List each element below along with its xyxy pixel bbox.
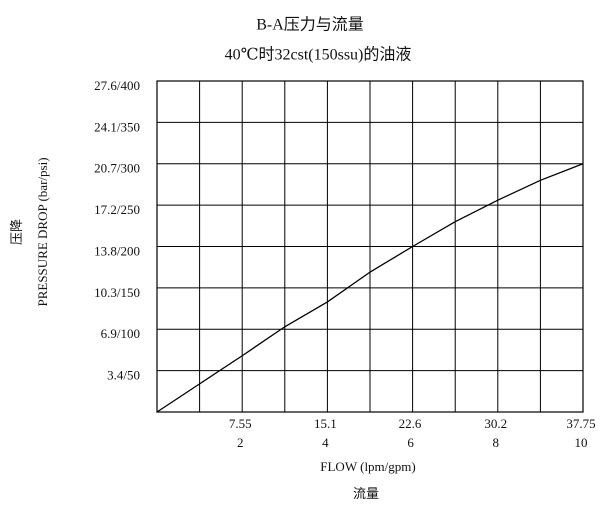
x-tick-label: 4 xyxy=(322,435,329,450)
y-tick-label: 27.6/400 xyxy=(94,78,140,93)
x-tick-label: 2 xyxy=(237,435,244,450)
x-tick-label: 6 xyxy=(407,435,414,450)
y-tick-label: 24.1/350 xyxy=(94,119,140,134)
y-tick-label: 17.2/250 xyxy=(94,202,140,217)
x-tick-label: 10 xyxy=(575,435,588,450)
x-axis-label: FLOW (lpm/gpm) xyxy=(320,459,415,474)
x-axis-label-cn: 流量 xyxy=(353,486,379,501)
y-axis-label-cn: 压降 xyxy=(9,219,24,245)
x2-tick-label: 22.6 xyxy=(399,416,422,431)
data-line xyxy=(156,163,584,413)
chart-subtitle: 40℃时32cst(150ssu)的油液 xyxy=(225,46,412,64)
x2-tick-label: 15.1 xyxy=(314,416,337,431)
y-tick-label: 20.7/300 xyxy=(94,161,140,176)
chart-title: B-A压力与流量 xyxy=(256,16,364,34)
y-tick-label: 6.9/100 xyxy=(101,326,140,341)
y-axis-label: PRESSURE DROP (bar/psi) xyxy=(35,157,50,306)
x2-tick-label: 37.75 xyxy=(566,416,595,431)
x2-tick-label: 30.2 xyxy=(484,416,507,431)
x2-tick-label: 7.55 xyxy=(229,416,252,431)
y-tick-label: 13.8/200 xyxy=(94,243,140,258)
x-tick-label: 8 xyxy=(493,435,500,450)
y-tick-label: 3.4/50 xyxy=(107,368,140,383)
y-tick-label: 10.3/150 xyxy=(94,285,140,300)
